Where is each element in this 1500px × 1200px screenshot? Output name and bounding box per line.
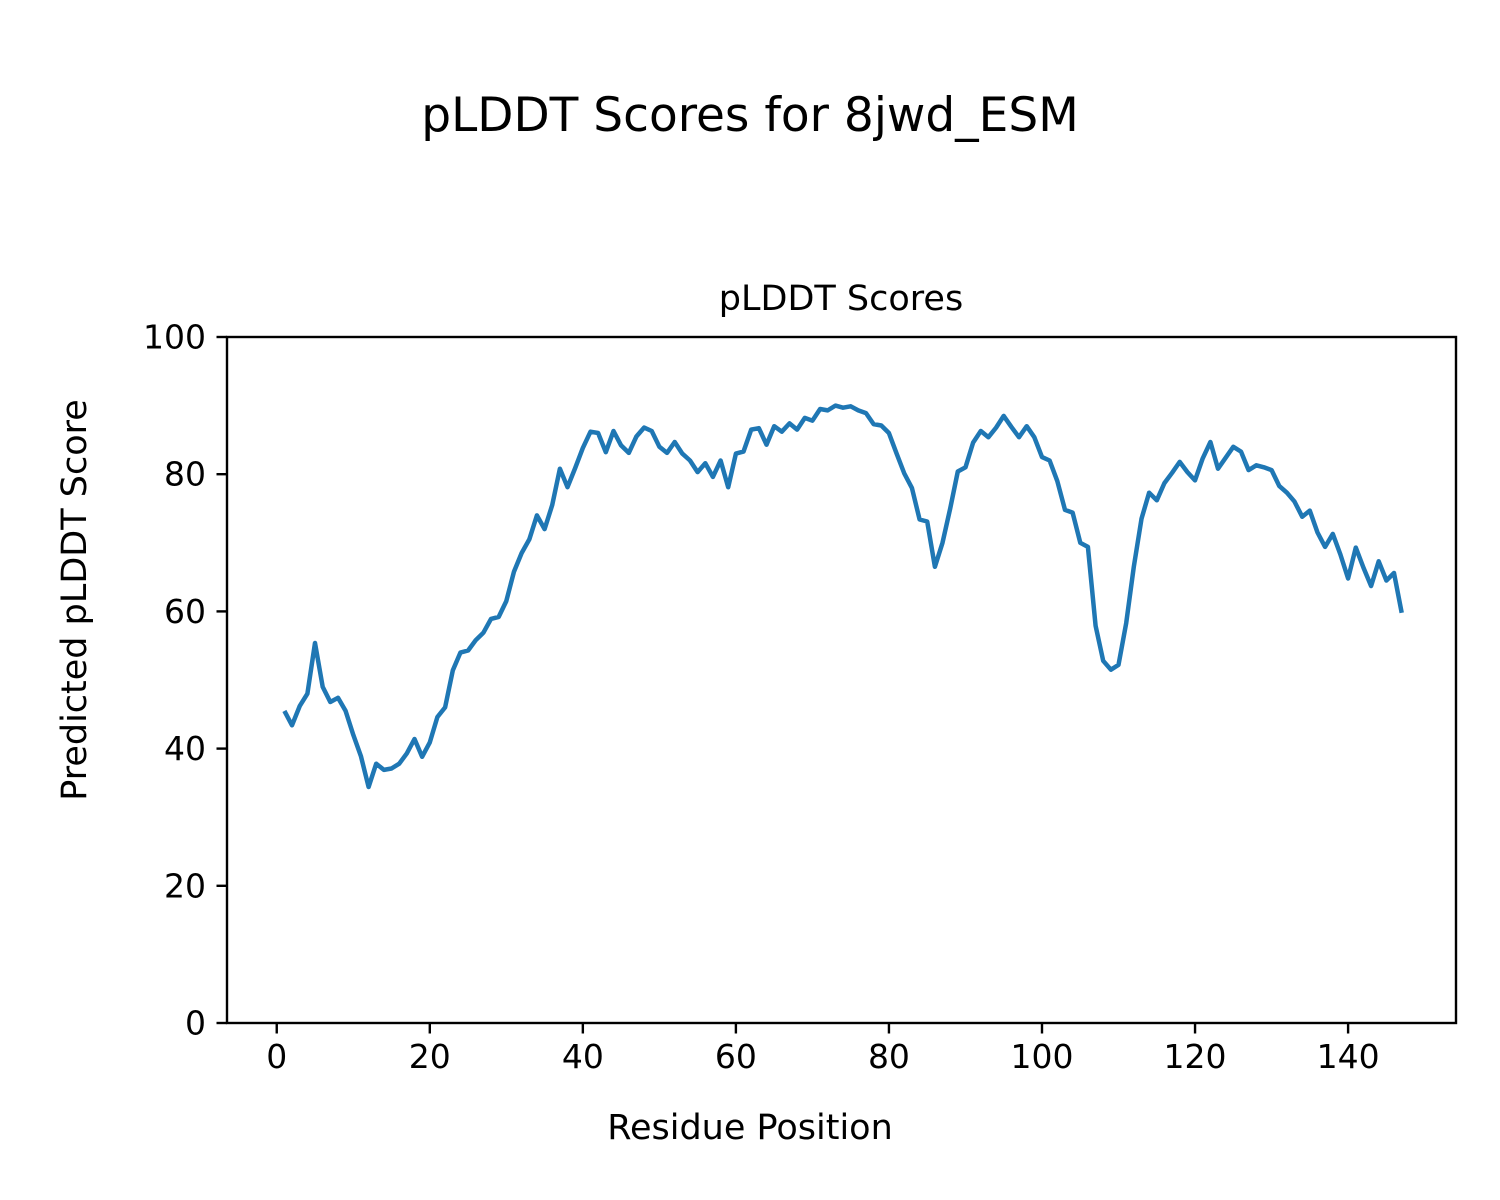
plddt-score-line (282, 403, 1404, 790)
x-tick-label: 20 (409, 1037, 451, 1076)
y-tick-label: 0 (185, 1004, 206, 1043)
y-tick-label: 20 (164, 866, 206, 905)
y-tick-label: 60 (164, 592, 206, 631)
x-tick-label: 120 (1164, 1037, 1227, 1076)
axes-title: pLDDT Scores (718, 279, 964, 319)
x-tick-label: 140 (1317, 1037, 1380, 1076)
x-tick-label: 60 (715, 1037, 757, 1076)
y-tick-label: 100 (143, 318, 206, 357)
x-tick-label: 80 (868, 1037, 910, 1076)
figure-suptitle: pLDDT Scores for 8jwd_ESM (421, 88, 1079, 143)
x-tick-label: 40 (562, 1037, 604, 1076)
x-tick-label: 100 (1010, 1037, 1073, 1076)
axes-spines (225, 335, 1458, 1025)
x-axis-label: Residue Position (607, 1108, 893, 1148)
x-tick-label: 0 (266, 1037, 287, 1076)
y-tick-label: 40 (164, 729, 206, 768)
y-tick-label: 80 (164, 455, 206, 494)
